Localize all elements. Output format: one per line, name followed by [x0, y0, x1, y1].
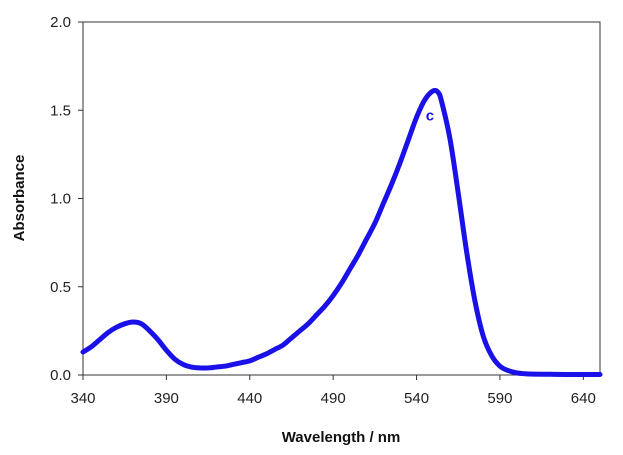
x-tick-label: 340: [70, 390, 95, 407]
y-tick-label: 1.5: [50, 102, 71, 119]
annotations: c: [426, 108, 434, 125]
y-tick-label: 0.0: [50, 367, 71, 384]
x-axis-title: Wavelength / nm: [282, 429, 401, 446]
x-tick-label: 390: [154, 390, 179, 407]
y-axis-title: Absorbance: [11, 155, 28, 242]
x-tick-label: 590: [487, 390, 512, 407]
x-tick-label: 640: [571, 390, 596, 407]
plot-area: [82, 21, 601, 376]
absorbance-series-line: [80, 87, 603, 377]
x-tick-label: 490: [321, 390, 346, 407]
x-tick-label: 540: [404, 390, 429, 407]
y-tick-label: 1.0: [50, 191, 71, 208]
series-annotation-label: c: [426, 108, 434, 125]
x-axis: 340 390 440 490 540 590 640: [70, 375, 596, 407]
x-tick-label: 440: [237, 390, 262, 407]
y-axis: 0.0 0.5 1.0 1.5 2.0: [50, 14, 83, 384]
y-tick-label: 2.0: [50, 14, 71, 31]
y-tick-label: 0.5: [50, 279, 71, 296]
